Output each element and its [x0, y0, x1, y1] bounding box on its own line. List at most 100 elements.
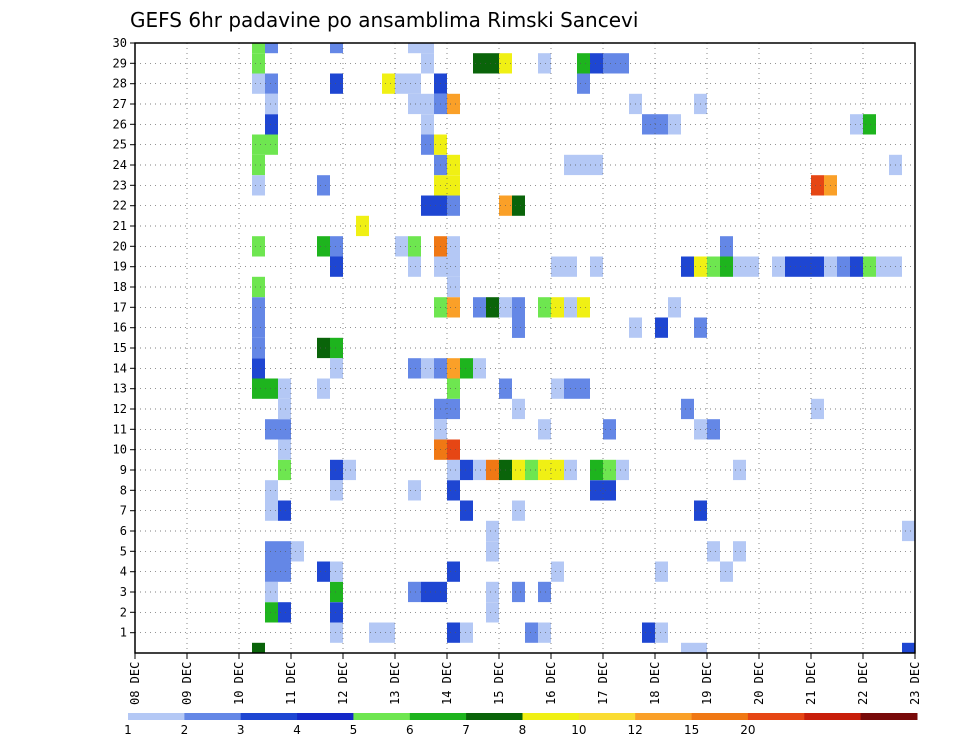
heatmap-cell — [421, 93, 434, 115]
x-tick-label: 11 DEC — [284, 662, 298, 705]
heatmap-cell — [408, 581, 421, 603]
heatmap-cell — [538, 419, 551, 440]
heatmap-cell — [265, 602, 278, 623]
heatmap-cell — [330, 358, 343, 379]
heatmap-cell — [265, 134, 278, 155]
heatmap-cell — [551, 297, 564, 318]
y-tick-label: 5 — [120, 544, 127, 558]
y-tick-label: 11 — [113, 422, 127, 436]
heatmap-cell — [252, 337, 265, 359]
heatmap-cell — [850, 114, 863, 135]
heatmap-cell — [902, 520, 915, 542]
heatmap-cell — [330, 337, 343, 359]
colorbar-label: 5 — [350, 723, 358, 737]
colorbar-segment — [466, 713, 523, 720]
heatmap-cell — [447, 297, 460, 318]
x-tick-label: 23 DEC — [908, 662, 922, 705]
heatmap-cell — [694, 642, 707, 653]
x-tick-label: 22 DEC — [856, 662, 870, 705]
heatmap-cell — [551, 256, 564, 277]
heatmap-cell — [447, 358, 460, 379]
heatmap-cell — [681, 642, 694, 653]
heatmap-cell — [551, 459, 564, 481]
heatmap-cell — [278, 602, 291, 623]
heatmap-cell — [538, 622, 551, 643]
y-tick-label: 16 — [113, 321, 127, 335]
heatmap-cell — [382, 622, 395, 643]
x-tick-label: 13 DEC — [388, 662, 402, 705]
heatmap-cell — [265, 419, 278, 440]
y-tick-label: 15 — [113, 341, 127, 355]
heatmap-cell — [460, 500, 473, 521]
x-tick-label: 12 DEC — [336, 662, 350, 705]
heatmap-cell — [538, 297, 551, 318]
heatmap-cell — [408, 256, 421, 277]
heatmap-cell — [707, 419, 720, 440]
colorbar-label: 6 — [406, 723, 414, 737]
heatmap-cell — [330, 480, 343, 501]
y-tick-label: 7 — [120, 504, 127, 518]
heatmap-cell — [278, 419, 291, 440]
heatmap-cell — [252, 317, 265, 338]
y-tick-label: 22 — [113, 199, 127, 213]
x-tick-label: 17 DEC — [596, 662, 610, 705]
heatmap-cell — [278, 541, 291, 562]
y-tick-label: 28 — [113, 77, 127, 91]
y-tick-label: 26 — [113, 117, 127, 131]
heatmap-cell — [252, 642, 265, 653]
heatmap-cell — [278, 459, 291, 481]
heatmap-cell — [720, 256, 733, 277]
colorbar-segment — [522, 713, 580, 720]
y-tick-label: 12 — [113, 402, 127, 416]
heatmap-cell — [395, 73, 408, 94]
heatmap-cell — [447, 561, 460, 582]
x-tick-label: 08 DEC — [128, 662, 142, 705]
heatmap-cell — [707, 541, 720, 562]
y-tick-label: 30 — [113, 36, 127, 50]
x-tick-label: 21 DEC — [804, 662, 818, 705]
heatmap-cell — [473, 459, 486, 481]
heatmap-cell — [356, 215, 369, 237]
colorbar-segment — [691, 713, 749, 720]
heatmap-cell — [811, 256, 824, 277]
colorbar-segment — [184, 713, 242, 720]
heatmap-cell — [733, 541, 746, 562]
heatmap-cell — [421, 195, 434, 216]
heatmap-cell — [421, 53, 434, 74]
heatmap-cell — [330, 459, 343, 481]
heatmap-cell — [603, 53, 616, 74]
heatmap-cell — [447, 459, 460, 481]
heatmap-cell — [733, 256, 746, 277]
heatmap-cell — [447, 195, 460, 216]
y-tick-label: 9 — [120, 463, 127, 477]
heatmap-cell — [512, 195, 525, 216]
heatmap-cell — [837, 256, 850, 277]
grid-lines — [135, 43, 915, 653]
heatmap-cell — [265, 541, 278, 562]
heatmap-cell — [252, 53, 265, 74]
colorbar-segment — [635, 713, 693, 720]
colorbar-segment — [747, 713, 805, 720]
y-tick-label: 21 — [113, 219, 127, 233]
y-tick-label: 27 — [113, 97, 127, 111]
colorbar-label: 15 — [684, 723, 699, 737]
y-tick-label: 29 — [113, 56, 127, 70]
x-tick-label: 14 DEC — [440, 662, 454, 705]
heatmap-cells — [252, 43, 915, 653]
heatmap-cell — [863, 256, 876, 277]
heatmap-cell — [655, 561, 668, 582]
colorbar-label: 4 — [293, 723, 301, 737]
heatmap-cell — [265, 561, 278, 582]
heatmap-cell — [447, 439, 460, 460]
heatmap-cell — [382, 73, 395, 94]
heatmap-cell — [590, 459, 603, 481]
heatmap-cell — [421, 581, 434, 603]
colorbar-label: 2 — [181, 723, 189, 737]
heatmap-cell — [252, 43, 265, 54]
x-tick-label: 09 DEC — [180, 662, 194, 705]
heatmap-cell — [408, 93, 421, 115]
heatmap-cell — [265, 378, 278, 399]
y-tick-label: 6 — [120, 524, 127, 538]
heatmap-cell — [252, 73, 265, 94]
